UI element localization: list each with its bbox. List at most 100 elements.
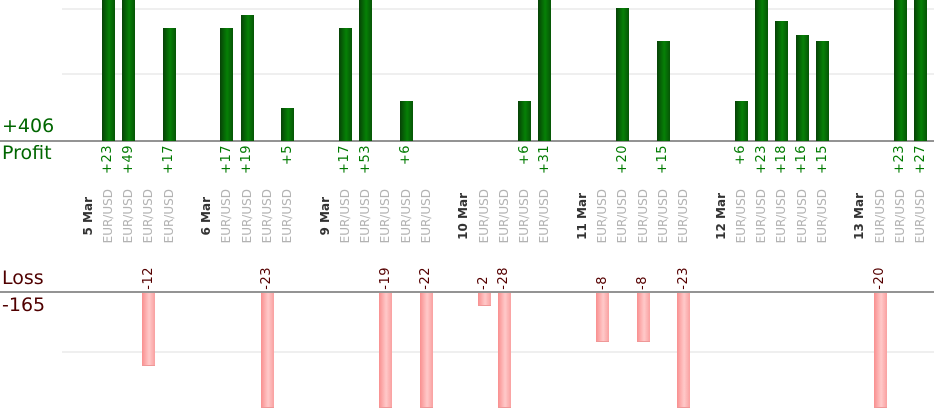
trade-column: -23 EUR/USD — [257, 0, 277, 420]
trade-column: +17 EUR/USD — [159, 0, 179, 420]
trade-column: -8 EUR/USD — [633, 0, 653, 420]
instrument-label: EUR/USD — [635, 188, 650, 244]
trade-column: +20 EUR/USD — [613, 0, 633, 420]
trade-column: +6 EUR/USD — [515, 0, 535, 420]
instrument-label: EUR/USD — [419, 188, 433, 244]
loss-bar — [379, 293, 393, 408]
instrument-label: EUR/USD — [733, 188, 748, 244]
loss-value-label: -28 — [496, 267, 512, 290]
loss-bar — [142, 293, 156, 366]
profit-bar — [220, 28, 234, 141]
profit-value-label: +31 — [536, 145, 552, 174]
instrument-label: EUR/USD — [280, 188, 295, 244]
profit-bar — [914, 0, 928, 141]
instrument-label: EUR/USD — [595, 188, 610, 244]
profit-value-label: +17 — [161, 145, 177, 174]
profit-value-label: +15 — [814, 145, 830, 174]
instrument-label: EUR/USD — [537, 188, 552, 244]
loss-value-label: -2 — [476, 276, 492, 290]
profit-value-label: +6 — [516, 145, 532, 166]
trade-column: +5 EUR/USD — [278, 0, 298, 420]
loss-value-label: -8 — [635, 276, 651, 290]
loss-value-label: -23 — [259, 267, 275, 290]
trade-column: +6 EUR/USD — [396, 0, 416, 420]
loss-axis-label: Loss — [2, 267, 44, 289]
profit-bar — [538, 0, 552, 141]
loss-bar — [477, 293, 491, 306]
date-label: 5 Mar — [80, 196, 95, 236]
profit-bar — [101, 0, 115, 141]
loss-bar — [497, 293, 511, 408]
instrument-label: EUR/USD — [892, 188, 907, 244]
profit-bar — [281, 108, 295, 141]
trade-column: +23 EUR/USD — [752, 0, 772, 420]
loss-value-label: -20 — [872, 267, 888, 290]
profit-value-label: +23 — [892, 145, 908, 174]
trade-column: -22 EUR/USD — [416, 0, 436, 420]
loss-bar — [596, 293, 610, 342]
instrument-label: EUR/USD — [794, 188, 809, 244]
profit-gridline-20 — [62, 8, 934, 10]
profit-value-label: +5 — [279, 145, 295, 166]
instrument-label: EUR/USD — [496, 188, 511, 244]
loss-bar — [873, 293, 887, 408]
trade-column: -20 EUR/USD — [870, 0, 890, 420]
profit-value-label: +17 — [337, 145, 353, 174]
instrument-label: EUR/USD — [517, 188, 532, 244]
profit-bar — [816, 41, 829, 141]
profit-baseline — [0, 140, 934, 142]
profit-bar — [359, 0, 373, 141]
date-slot: 5 Mar — [78, 0, 98, 420]
total-loss: -165 — [2, 294, 46, 316]
date-label: 6 Mar — [199, 196, 214, 236]
loss-value-label: -12 — [140, 267, 156, 290]
instrument-label: EUR/USD — [358, 188, 373, 244]
profit-bar — [518, 101, 532, 141]
profit-value-label: +15 — [655, 145, 671, 174]
date-slot: 9 Mar — [315, 0, 335, 420]
chart-area: 5 Mar +23 EUR/USD +49 EUR/USD -12 EUR/USD +17 EU… — [78, 0, 934, 420]
trade-column: +18 EUR/USD — [772, 0, 792, 420]
instrument-label: EUR/USD — [754, 188, 769, 244]
loss-bar — [636, 293, 650, 342]
trade-column: +17 EUR/USD — [335, 0, 355, 420]
profit-bar — [399, 101, 413, 141]
trade-column: +23 EUR/USD — [98, 0, 118, 420]
date-slot: 13 Mar — [850, 0, 870, 420]
instrument-label: EUR/USD — [655, 188, 670, 244]
trade-column: +17 EUR/USD — [217, 0, 237, 420]
profit-value-label: +20 — [614, 145, 630, 174]
loss-value-label: -23 — [675, 267, 691, 290]
profit-bar — [795, 35, 809, 141]
trade-column: +53 EUR/USD — [356, 0, 376, 420]
trade-column: +27 EUR/USD — [911, 0, 931, 420]
profit-value-label: +23 — [100, 145, 116, 174]
trade-column: -19 EUR/USD — [376, 0, 396, 420]
profit-value-label: +18 — [773, 145, 789, 174]
instrument-label: EUR/USD — [872, 188, 887, 244]
profit-value-label: +6 — [398, 145, 414, 166]
instrument-label: EUR/USD — [398, 188, 413, 244]
date-slot: 12 Mar — [711, 0, 731, 420]
profit-value-label: +19 — [239, 145, 255, 174]
instrument-label: EUR/USD — [774, 188, 789, 244]
profit-axis-label: Profit — [2, 142, 52, 164]
profit-bar — [755, 0, 769, 141]
instrument-label: EUR/USD — [219, 188, 234, 244]
profit-bar — [338, 28, 352, 141]
instrument-label: EUR/USD — [161, 188, 176, 244]
profit-bar — [775, 21, 789, 141]
loss-bar — [260, 293, 274, 408]
trade-column: -28 EUR/USD — [494, 0, 514, 420]
instrument-label: EUR/USD — [100, 188, 115, 244]
profit-bar — [656, 41, 670, 141]
trade-column: +16 EUR/USD — [792, 0, 812, 420]
profit-value-label: +27 — [912, 145, 928, 174]
instrument-label: EUR/USD — [259, 188, 274, 244]
profit-bar — [122, 0, 136, 141]
date-label: 13 Mar — [852, 192, 867, 240]
profit-value-label: +49 — [120, 145, 136, 174]
profit-value-label: +6 — [733, 145, 749, 166]
trade-column: +15 EUR/USD — [813, 0, 833, 420]
